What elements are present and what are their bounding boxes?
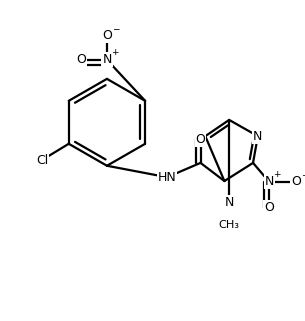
Text: O: O xyxy=(196,133,206,145)
Text: N: N xyxy=(264,176,274,188)
Text: O: O xyxy=(76,53,86,66)
Text: N: N xyxy=(224,196,234,210)
Text: −: − xyxy=(301,170,305,179)
Text: O: O xyxy=(291,176,301,188)
Text: −: − xyxy=(112,24,119,33)
Text: N: N xyxy=(253,130,263,143)
Text: O: O xyxy=(264,201,274,214)
Text: +: + xyxy=(111,48,118,56)
Text: O: O xyxy=(102,30,112,42)
Text: HN: HN xyxy=(158,171,177,184)
Text: +: + xyxy=(273,170,281,179)
Text: CH₃: CH₃ xyxy=(219,220,240,230)
Text: N: N xyxy=(102,53,112,66)
Text: Cl: Cl xyxy=(36,153,48,167)
